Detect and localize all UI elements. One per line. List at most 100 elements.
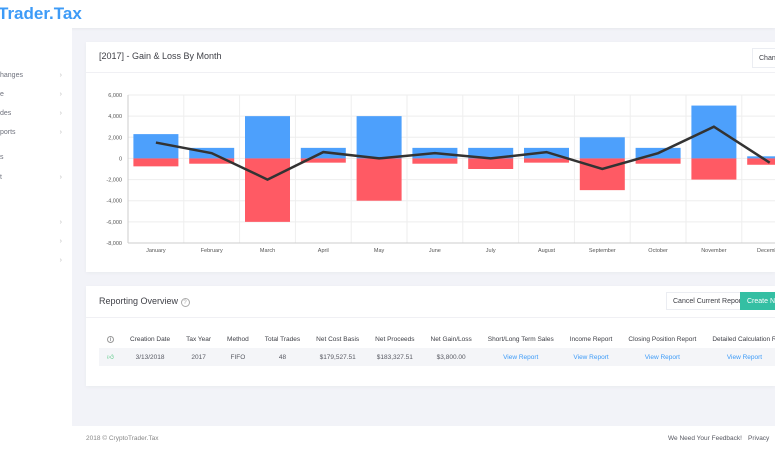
sidebar-item-label: e	[0, 91, 4, 98]
sidebar-item[interactable]: s	[0, 154, 64, 168]
chevron-right-icon: ›	[59, 219, 62, 226]
chart-title: [2017] - Gain & Loss By Month	[99, 51, 222, 61]
loss-bar	[189, 158, 235, 164]
y-tick-label: 6,000	[108, 93, 122, 99]
col-short-long: Short/Long Term Sales	[487, 335, 554, 343]
footer: 2018 © CryptoTrader.Tax We Need Your Fee…	[72, 426, 775, 450]
income-report-link[interactable]: View Report	[573, 353, 609, 361]
tax-year: 2017	[178, 348, 220, 366]
col-creation-date: Creation Date	[130, 335, 171, 343]
x-tick-label: January	[146, 248, 166, 254]
sidebar-item[interactable]: hanges ›	[0, 72, 64, 86]
gain-loss-chart: 6,000 4,000 2,000 0 -2,000 -4,000 -6,000 -8,000…	[106, 93, 775, 254]
col-tax-year: Tax Year	[186, 335, 212, 343]
col-closing: Closing Position Report	[628, 335, 697, 343]
privacy-link[interactable]: Privacy	[748, 435, 770, 442]
x-tick-label: October	[648, 248, 668, 254]
sidebar-item[interactable]: e ›	[0, 91, 64, 105]
reporting-title: Reporting Overview ?	[99, 296, 190, 307]
create-new-report-button[interactable]: Create New	[740, 292, 775, 310]
y-tick-label: 4,000	[108, 114, 122, 120]
net-cost-basis: $179,527.51	[308, 348, 368, 366]
loss-bar	[412, 158, 458, 164]
y-tick-label: -6,000	[106, 220, 122, 226]
closing-report-link[interactable]: View Report	[644, 353, 680, 361]
method: FIFO	[219, 348, 257, 366]
divider	[86, 317, 775, 318]
gain-bar	[579, 137, 625, 159]
cancel-current-report-button[interactable]: Cancel Current Report	[666, 292, 751, 310]
loss-bar	[133, 158, 179, 167]
creation-date: 3/13/2018	[122, 348, 179, 366]
divider	[86, 72, 775, 73]
sidebar-item[interactable]: des ›	[0, 110, 64, 124]
y-tick-label: 2,000	[108, 135, 122, 141]
thumbs-up-icon: 👍︎	[99, 348, 122, 366]
table-row: 👍︎ 3/13/2018 2017 FIFO 48 $179,527.51 $1…	[99, 348, 775, 366]
chevron-right-icon: ›	[59, 91, 62, 98]
chart-card: [2017] - Gain & Loss By Month Chang 6,00…	[86, 42, 775, 272]
col-detailed: Detailed Calculation R	[712, 335, 775, 343]
loss-bar	[747, 158, 775, 165]
net-line	[155, 125, 771, 181]
sidebar-item-label: t	[0, 174, 2, 181]
reporting-title-text: Reporting Overview	[99, 296, 179, 306]
chevron-right-icon: ›	[59, 129, 62, 136]
help-icon[interactable]: ?	[180, 298, 190, 307]
y-tick-label: -8,000	[106, 241, 122, 247]
sidebar: hanges › e › des › ports › s t › › › ›	[0, 28, 72, 450]
y-tick-label: -2,000	[106, 178, 122, 184]
loss-bar	[691, 158, 737, 180]
sidebar-item-label: s	[0, 154, 4, 161]
loss-bar	[635, 158, 681, 164]
x-tick-label: May	[374, 248, 385, 254]
loss-bar	[356, 158, 402, 201]
change-year-button[interactable]: Chang	[752, 48, 775, 68]
sidebar-item-label: hanges	[0, 72, 23, 79]
chevron-right-icon: ›	[59, 238, 62, 245]
reporting-card: Reporting Overview ? Cancel Current Repo…	[86, 286, 775, 386]
sidebar-item[interactable]: t ›	[0, 174, 64, 188]
loss-bar	[300, 158, 346, 163]
col-net-gain-loss: Net Gain/Loss	[430, 335, 472, 343]
loss-bar	[524, 158, 569, 163]
sidebar-item-label: ports	[0, 129, 16, 136]
col-net-proceeds: Net Proceeds	[375, 335, 415, 343]
x-tick-label: August	[538, 248, 556, 254]
table-header-row: i Creation Date Tax Year Method Total Tr…	[99, 330, 775, 348]
loss-bar	[468, 158, 514, 169]
loss-bar	[245, 158, 290, 222]
sidebar-item[interactable]: ports ›	[0, 129, 64, 143]
gain-bar	[245, 116, 290, 159]
total-trades: 48	[256, 348, 309, 366]
short-long-report-link[interactable]: View Report	[503, 353, 539, 361]
chevron-right-icon: ›	[59, 174, 62, 181]
top-header: Trader.Tax	[0, 0, 775, 28]
y-tick-label: 0	[119, 156, 122, 162]
x-tick-label: July	[486, 248, 496, 254]
col-income: Income Report	[569, 335, 613, 343]
col-total-trades: Total Trades	[264, 335, 301, 343]
net-gain-loss: $3,800.00	[422, 348, 480, 366]
sidebar-item[interactable]: ›	[0, 257, 64, 271]
x-tick-label: June	[429, 248, 441, 254]
sidebar-item[interactable]: ›	[0, 219, 64, 233]
feedback-link[interactable]: We Need Your Feedback!	[668, 435, 742, 442]
x-tick-label: November	[701, 248, 727, 254]
copyright: 2018 © CryptoTrader.Tax	[86, 435, 159, 442]
x-tick-label: April	[318, 248, 329, 254]
col-method: Method	[227, 335, 249, 343]
x-tick-label: December	[757, 248, 775, 254]
detailed-report-link[interactable]: View Report	[726, 353, 763, 361]
y-tick-label: -4,000	[106, 199, 122, 205]
x-tick-label: March	[260, 248, 275, 254]
chevron-right-icon: ›	[59, 257, 62, 264]
col-net-cost-basis: Net Cost Basis	[316, 335, 360, 343]
net-proceeds: $183,327.51	[367, 348, 423, 366]
gain-bar	[468, 147, 514, 159]
x-tick-label: September	[589, 248, 616, 254]
sidebar-item-label: des	[0, 110, 12, 117]
sidebar-item[interactable]: ›	[0, 238, 64, 252]
gain-bar	[356, 116, 402, 159]
logo[interactable]: Trader.Tax	[0, 4, 82, 23]
